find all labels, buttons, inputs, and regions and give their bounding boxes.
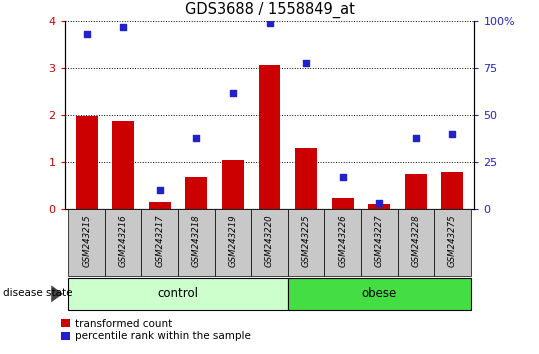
Bar [441, 172, 464, 209]
Text: GSM243225: GSM243225 [302, 214, 310, 267]
Point [302, 60, 310, 65]
Bar [288, 209, 324, 276]
Point [82, 32, 91, 37]
Text: GSM243218: GSM243218 [192, 214, 201, 267]
Bar [178, 209, 215, 276]
Text: GSM243215: GSM243215 [82, 214, 91, 267]
Text: GSM243228: GSM243228 [411, 214, 420, 267]
Text: GSM243217: GSM243217 [155, 214, 164, 267]
Bar [68, 209, 105, 276]
Polygon shape [51, 285, 63, 302]
Bar [434, 209, 471, 276]
Point [375, 200, 384, 206]
Point [338, 174, 347, 180]
Point [411, 135, 420, 141]
Bar [185, 177, 208, 209]
Bar [361, 209, 398, 276]
Bar [405, 174, 427, 209]
Text: control: control [157, 287, 198, 299]
Text: GSM243220: GSM243220 [265, 214, 274, 267]
Text: GSM243219: GSM243219 [229, 214, 237, 267]
Point [119, 24, 128, 30]
Bar [222, 160, 244, 209]
Text: GSM243226: GSM243226 [338, 214, 347, 267]
Text: GSM243227: GSM243227 [375, 214, 384, 267]
Bar [149, 202, 171, 209]
Bar [324, 209, 361, 276]
Text: obese: obese [362, 287, 397, 299]
Point [155, 187, 164, 193]
Bar [112, 121, 134, 209]
Bar [288, 278, 471, 310]
Point [229, 90, 237, 95]
Point [192, 135, 201, 141]
Bar [251, 209, 288, 276]
Bar [295, 148, 317, 209]
Point [448, 131, 457, 137]
Bar [141, 209, 178, 276]
Legend: transformed count, percentile rank within the sample: transformed count, percentile rank withi… [59, 317, 253, 343]
Bar [259, 65, 280, 209]
Text: GSM243216: GSM243216 [119, 214, 128, 267]
Text: disease state: disease state [3, 288, 72, 298]
Bar [368, 204, 390, 209]
Bar [215, 209, 251, 276]
Bar [68, 278, 288, 310]
Point [265, 20, 274, 26]
Bar [75, 116, 98, 209]
Bar [331, 198, 354, 209]
Bar [105, 209, 141, 276]
Text: GSM243275: GSM243275 [448, 214, 457, 267]
Title: GDS3688 / 1558849_at: GDS3688 / 1558849_at [184, 2, 355, 18]
Bar [398, 209, 434, 276]
